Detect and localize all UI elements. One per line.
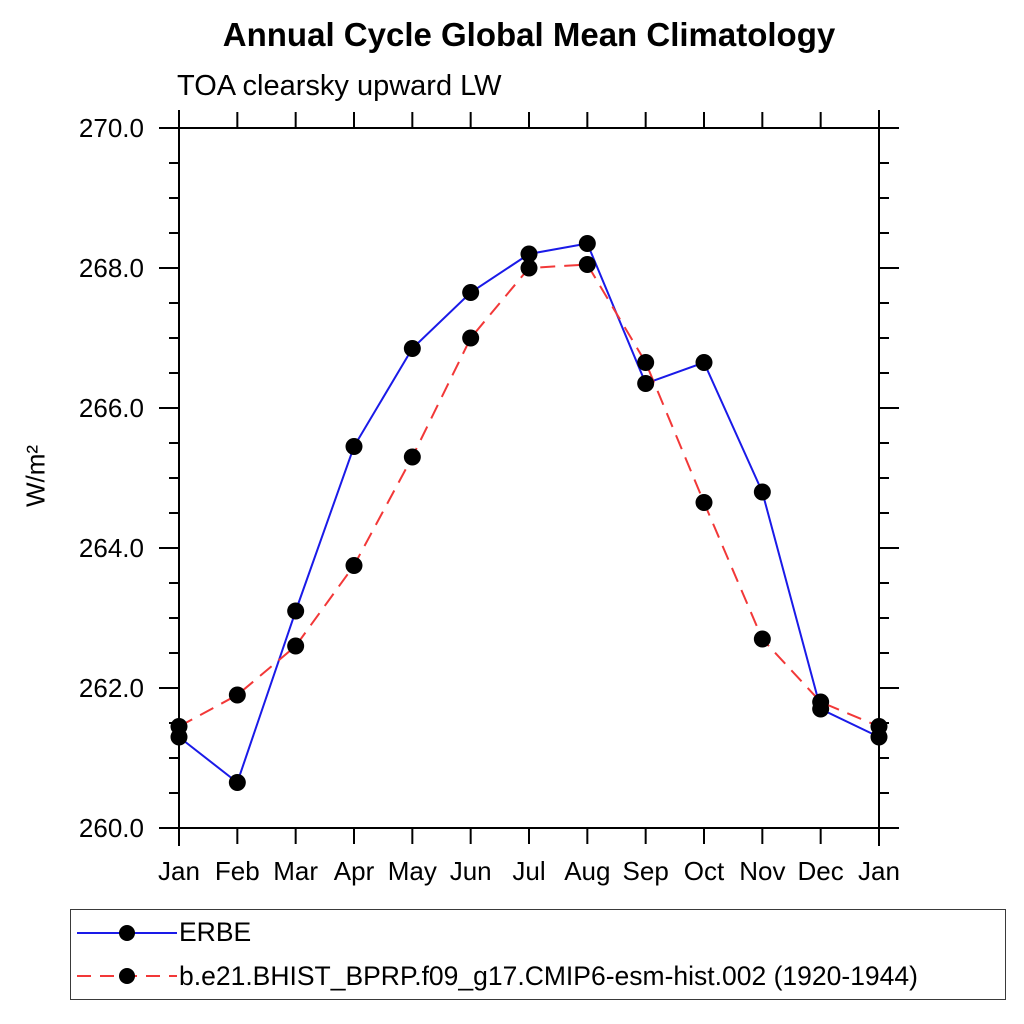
erbe-sample-marker [119,924,135,941]
x-tick-label: Jun [450,856,492,886]
erbe-line [178,242,880,785]
legend-label-erbe: ERBE [179,917,252,948]
erbe-data-point [345,438,363,455]
model-data-point [753,630,771,648]
model-data-point [403,448,421,466]
model-line [178,263,880,728]
erbe-data-point [228,774,246,791]
x-tick-label: Mar [273,856,318,886]
erbe-line-sample [77,924,177,941]
model-data-point [170,718,188,735]
model-data-point [345,557,363,574]
y-tick-label: 270.0 [79,113,144,143]
legend-box: ERBE b.e21.BHIST_BPRP.f09_g17.CMIP6-esm-… [70,909,1006,1000]
x-tick-label: Jan [858,856,900,886]
model-data-point [462,329,480,347]
y-tick-label: 264.0 [79,533,144,563]
x-tick-label: Dec [798,856,844,886]
erbe-data-point [695,354,713,371]
model-sample-marker [119,968,135,985]
x-tick-label: Jan [158,856,200,886]
x-tick-label: Sep [623,856,669,886]
y-tick-label: 260.0 [79,813,144,843]
erbe-data-point [462,284,480,301]
model-data-point [287,637,305,655]
chart-title: Annual Cycle Global Mean Climatology [222,16,836,53]
legend-row-erbe: ERBE [71,912,1005,954]
x-tick-label: Jul [512,856,545,886]
model-data-point [578,256,596,273]
y-tick-label: 268.0 [79,253,144,283]
model-data-point [228,686,246,704]
legend-row-model: b.e21.BHIST_BPRP.f09_g17.CMIP6-esm-hist.… [71,955,1005,997]
erbe-data-point [637,375,655,392]
legend-label-model: b.e21.BHIST_BPRP.f09_g17.CMIP6-esm-hist.… [179,960,918,991]
x-tick-label: Apr [334,856,375,886]
model-data-point [520,259,538,277]
model-line-sample [77,968,177,985]
x-tick-label: Feb [215,856,260,886]
chart-subtitle: TOA clearsky upward LW [177,70,502,102]
model-data-point [695,494,713,511]
x-tick-label: Oct [684,856,725,886]
y-tick-label: 262.0 [79,673,144,703]
x-tick-label: May [388,856,437,886]
x-tick-label: Nov [739,856,785,886]
x-tick-label: Aug [564,856,610,886]
y-tick-label: 266.0 [79,393,144,423]
model-data-point [812,693,830,711]
model-data-point [637,354,655,371]
model-data-point [870,718,888,735]
erbe-data-point [520,245,538,263]
erbe-data-point [403,340,421,357]
erbe-data-point [753,483,771,501]
erbe-data-point [578,235,596,252]
erbe-data-point [287,602,305,620]
